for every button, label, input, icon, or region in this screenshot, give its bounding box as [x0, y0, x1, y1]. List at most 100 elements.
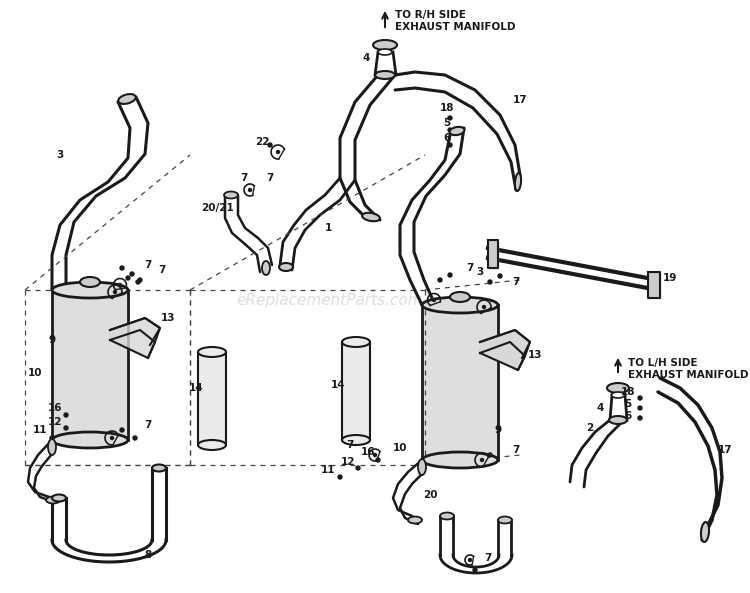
Circle shape	[356, 466, 360, 470]
Polygon shape	[648, 272, 660, 298]
Circle shape	[133, 436, 137, 440]
Text: 13: 13	[528, 350, 542, 360]
Ellipse shape	[46, 496, 60, 503]
Text: 1: 1	[324, 223, 332, 233]
Circle shape	[498, 274, 502, 278]
Ellipse shape	[408, 517, 422, 524]
Text: 7: 7	[144, 260, 152, 270]
Ellipse shape	[440, 512, 454, 519]
Ellipse shape	[611, 392, 625, 398]
Circle shape	[638, 406, 642, 410]
Text: 7: 7	[240, 173, 248, 183]
Circle shape	[438, 278, 442, 282]
Ellipse shape	[607, 383, 629, 393]
Text: 7: 7	[484, 553, 492, 563]
Ellipse shape	[52, 495, 66, 502]
Circle shape	[338, 475, 342, 479]
Text: 5: 5	[443, 118, 451, 128]
Polygon shape	[480, 330, 530, 370]
Circle shape	[110, 436, 113, 439]
Text: 3: 3	[476, 267, 484, 277]
Circle shape	[448, 273, 452, 277]
Ellipse shape	[52, 282, 128, 298]
Text: 7: 7	[466, 263, 474, 273]
Circle shape	[482, 305, 485, 308]
Ellipse shape	[449, 127, 464, 135]
Circle shape	[488, 453, 492, 457]
Text: 12: 12	[340, 457, 356, 467]
Text: 8: 8	[144, 550, 152, 560]
Text: 14: 14	[331, 380, 345, 390]
Ellipse shape	[373, 40, 397, 50]
Circle shape	[113, 291, 116, 294]
Circle shape	[374, 454, 376, 457]
Circle shape	[50, 436, 54, 440]
Text: 7: 7	[144, 420, 152, 430]
Ellipse shape	[422, 297, 498, 313]
Text: 7: 7	[346, 440, 354, 450]
Ellipse shape	[262, 261, 270, 275]
Circle shape	[433, 298, 436, 301]
Ellipse shape	[198, 440, 226, 450]
Text: eReplacementParts.com: eReplacementParts.com	[237, 292, 423, 308]
Circle shape	[488, 280, 492, 284]
Text: 11: 11	[321, 465, 335, 475]
Text: 19: 19	[663, 273, 677, 283]
Circle shape	[277, 151, 280, 154]
Ellipse shape	[224, 192, 238, 199]
Text: 3: 3	[56, 150, 64, 160]
Text: 20: 20	[423, 490, 437, 500]
FancyBboxPatch shape	[52, 290, 128, 440]
Ellipse shape	[342, 337, 370, 347]
Circle shape	[120, 428, 124, 432]
Polygon shape	[488, 240, 498, 268]
Ellipse shape	[375, 71, 395, 79]
Text: 14: 14	[189, 383, 203, 393]
Circle shape	[448, 143, 452, 147]
Text: 9: 9	[49, 335, 55, 345]
Ellipse shape	[418, 459, 426, 475]
Ellipse shape	[152, 464, 166, 471]
Circle shape	[136, 280, 140, 284]
Polygon shape	[110, 318, 160, 358]
Ellipse shape	[378, 49, 392, 55]
Ellipse shape	[118, 94, 136, 104]
Circle shape	[64, 426, 68, 430]
Circle shape	[120, 266, 124, 270]
Ellipse shape	[80, 277, 100, 287]
Ellipse shape	[609, 416, 627, 424]
FancyBboxPatch shape	[422, 305, 498, 460]
Circle shape	[64, 413, 68, 417]
Text: 7: 7	[266, 173, 274, 183]
Text: 16: 16	[48, 403, 62, 413]
Ellipse shape	[515, 173, 521, 191]
Circle shape	[138, 278, 142, 282]
FancyBboxPatch shape	[342, 342, 370, 440]
Text: 18: 18	[621, 387, 635, 397]
Circle shape	[469, 559, 472, 562]
Ellipse shape	[279, 263, 293, 271]
Ellipse shape	[342, 435, 370, 445]
Ellipse shape	[701, 522, 709, 542]
Text: 11: 11	[33, 425, 47, 435]
Text: 20/21: 20/21	[202, 203, 234, 213]
Text: 18: 18	[440, 103, 454, 113]
Text: 7: 7	[158, 265, 166, 275]
Circle shape	[268, 143, 272, 147]
Ellipse shape	[198, 347, 226, 357]
Text: TO L/H SIDE
EXHAUST MANIFOLD: TO L/H SIDE EXHAUST MANIFOLD	[628, 358, 748, 380]
Ellipse shape	[422, 452, 498, 468]
Text: 4: 4	[596, 403, 604, 413]
FancyBboxPatch shape	[198, 352, 226, 445]
Text: 22: 22	[255, 137, 269, 147]
Circle shape	[481, 458, 484, 461]
Ellipse shape	[48, 439, 56, 455]
Text: 17: 17	[718, 445, 732, 455]
Text: 17: 17	[513, 95, 527, 105]
Text: 7: 7	[512, 277, 520, 287]
Circle shape	[448, 128, 452, 132]
Circle shape	[638, 396, 642, 400]
Ellipse shape	[498, 517, 512, 524]
Text: 5: 5	[624, 399, 632, 409]
Circle shape	[638, 416, 642, 420]
